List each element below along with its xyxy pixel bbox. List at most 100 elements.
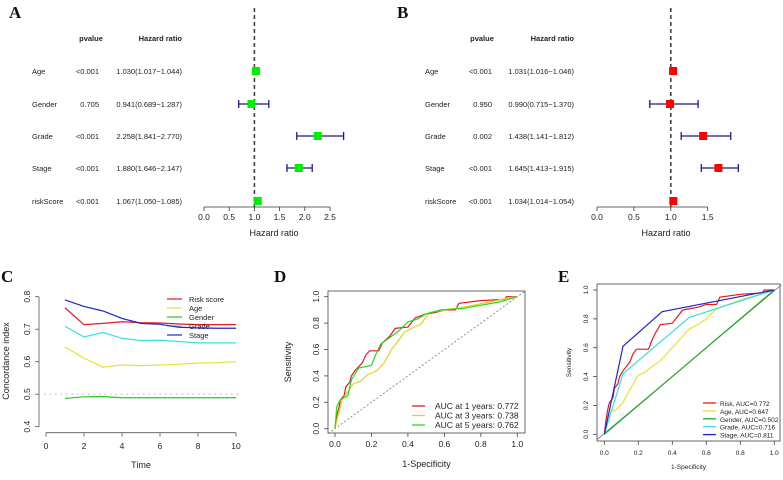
x-tick-label: 1.5 bbox=[702, 212, 714, 222]
x-axis-label: Hazard ratio bbox=[641, 228, 690, 238]
y-tick-label: 1.0 bbox=[583, 285, 590, 294]
y-tick-label: 0.0 bbox=[311, 423, 321, 435]
roc-curve-3 bbox=[603, 289, 775, 435]
roc-curve-2 bbox=[603, 289, 775, 435]
x-tick-label: 2 bbox=[82, 441, 87, 451]
y-tick-label: 0.8 bbox=[22, 291, 32, 303]
x-tick-label: 0.5 bbox=[628, 212, 640, 222]
forest-plot-a: pvalue Hazard ratio Age <0.001 1.030(1.017−1… bbox=[32, 8, 345, 238]
roc-plot-e: 0.0 0.0 0.2 0.2 0.4 0.4 0.6 0.6 0.8 0.8 1.0 1.0 1-Sp… bbox=[566, 283, 782, 471]
hazard-ratio-header: Hazard ratio bbox=[139, 34, 183, 43]
row-name: Gender bbox=[425, 100, 451, 109]
roc-curve-2 bbox=[334, 296, 518, 429]
row-hazard-ratio: 1.031(1.016−1.046) bbox=[508, 67, 574, 76]
y-tick-label: 0.7 bbox=[22, 323, 32, 335]
x-tick-label: 1.0 bbox=[770, 450, 779, 457]
x-tick-label: 0.2 bbox=[366, 439, 378, 449]
row-pvalue: <0.001 bbox=[76, 132, 99, 141]
row-pvalue: 0.950 bbox=[473, 100, 492, 109]
pvalue-header: pvalue bbox=[79, 34, 103, 43]
x-tick-label: 0.5 bbox=[223, 212, 235, 222]
hazard-ratio-marker bbox=[669, 67, 678, 75]
x-tick-label: 8 bbox=[196, 441, 201, 451]
hazard-ratio-marker bbox=[714, 164, 723, 172]
x-axis-label: 1-Specificity bbox=[402, 459, 451, 469]
y-tick-label: 0.8 bbox=[583, 314, 590, 323]
legend-label: Gender bbox=[189, 313, 215, 322]
y-tick-label: 0.4 bbox=[22, 421, 32, 433]
concordance-plot-c: 0.4 0.5 0.6 0.7 0.8 0 2 4 6 8 10 Time Concordance in… bbox=[1, 291, 241, 470]
x-tick-label: 0.0 bbox=[600, 450, 609, 457]
row-hazard-ratio: 2.258(1.841−2.770) bbox=[116, 132, 182, 141]
hazard-ratio-marker bbox=[294, 164, 303, 172]
row-name: riskScore bbox=[425, 197, 456, 206]
x-tick-label: 6 bbox=[158, 441, 163, 451]
row-pvalue: 0.002 bbox=[473, 132, 492, 141]
hazard-ratio-marker bbox=[253, 197, 262, 205]
panel-label-e: E bbox=[558, 267, 569, 286]
row-pvalue: <0.001 bbox=[469, 67, 492, 76]
legend-label: Age bbox=[189, 304, 202, 313]
y-axis-label: Concordance index bbox=[1, 322, 11, 400]
y-tick-label: 0.6 bbox=[583, 343, 590, 352]
row-hazard-ratio: 0.990(0.715−1.370) bbox=[508, 100, 574, 109]
x-tick-label: 10 bbox=[231, 441, 241, 451]
series-line-gender bbox=[64, 395, 236, 400]
y-axis-label: Sensitivity bbox=[283, 341, 293, 382]
y-tick-label: 0.6 bbox=[311, 343, 321, 355]
row-hazard-ratio: 1.034(1.014−1.054) bbox=[508, 197, 574, 206]
y-tick-label: 0.0 bbox=[583, 429, 590, 438]
row-hazard-ratio: 1.030(1.017−1.044) bbox=[116, 67, 182, 76]
row-hazard-ratio: 1.067(1.050−1.085) bbox=[116, 197, 182, 206]
x-tick-label: 0.8 bbox=[736, 450, 745, 457]
x-tick-label: 2.5 bbox=[324, 212, 336, 222]
hazard-ratio-header: Hazard ratio bbox=[531, 34, 575, 43]
series-line-risk-score bbox=[64, 307, 236, 326]
forest-plot-b: pvalue Hazard ratio Age <0.001 1.031(1.016−1… bbox=[425, 8, 739, 238]
panel-label-d: D bbox=[274, 267, 286, 286]
legend-label: AUC at 3 years: 0.738 bbox=[435, 411, 519, 421]
x-tick-label: 0.8 bbox=[475, 439, 487, 449]
pvalue-header: pvalue bbox=[470, 34, 494, 43]
roc-curve-4 bbox=[603, 289, 775, 435]
x-tick-label: 1.0 bbox=[511, 439, 523, 449]
row-pvalue: <0.001 bbox=[469, 197, 492, 206]
row-name: Age bbox=[425, 67, 438, 76]
x-tick-label: 0.4 bbox=[668, 450, 677, 457]
panel-label-c: C bbox=[1, 267, 13, 286]
row-name: Stage bbox=[425, 164, 445, 173]
series-line-stage bbox=[64, 299, 236, 329]
y-tick-label: 0.8 bbox=[311, 317, 321, 329]
legend-label: Gender, AUC=0.502 bbox=[720, 417, 779, 424]
row-name: Grade bbox=[425, 132, 446, 141]
x-tick-label: 4 bbox=[120, 441, 125, 451]
roc-curve-1 bbox=[334, 296, 518, 429]
x-tick-label: 0.2 bbox=[634, 450, 643, 457]
y-tick-label: 1.0 bbox=[311, 291, 321, 303]
row-name: Age bbox=[32, 67, 45, 76]
row-hazard-ratio: 1.880(1.646−2.147) bbox=[116, 164, 182, 173]
panel-label-a: A bbox=[9, 3, 22, 22]
y-tick-label: 0.4 bbox=[311, 370, 321, 382]
y-axis-label: Sensitivity bbox=[566, 347, 573, 377]
hazard-ratio-marker bbox=[247, 100, 256, 108]
x-tick-label: 0.6 bbox=[438, 439, 450, 449]
row-pvalue: <0.001 bbox=[76, 164, 99, 173]
y-tick-label: 0.2 bbox=[311, 396, 321, 408]
plot-frame bbox=[327, 290, 526, 434]
roc-curve-1 bbox=[603, 289, 775, 435]
y-tick-label: 0.2 bbox=[583, 401, 590, 410]
plot-frame bbox=[596, 283, 781, 442]
legend-label: Stage, AUC=0.811 bbox=[720, 433, 774, 440]
legend-label: AUC at 5 years: 0.762 bbox=[435, 420, 519, 430]
x-tick-label: 2.0 bbox=[299, 212, 311, 222]
y-tick-label: 0.6 bbox=[22, 356, 32, 368]
hazard-ratio-marker bbox=[666, 100, 675, 108]
legend-label: Grade bbox=[189, 322, 210, 331]
x-tick-label: 0.6 bbox=[702, 450, 711, 457]
row-pvalue: <0.001 bbox=[469, 164, 492, 173]
row-name: Stage bbox=[32, 164, 52, 173]
x-axis-label: Hazard ratio bbox=[249, 228, 298, 238]
row-pvalue: 0.705 bbox=[80, 100, 99, 109]
